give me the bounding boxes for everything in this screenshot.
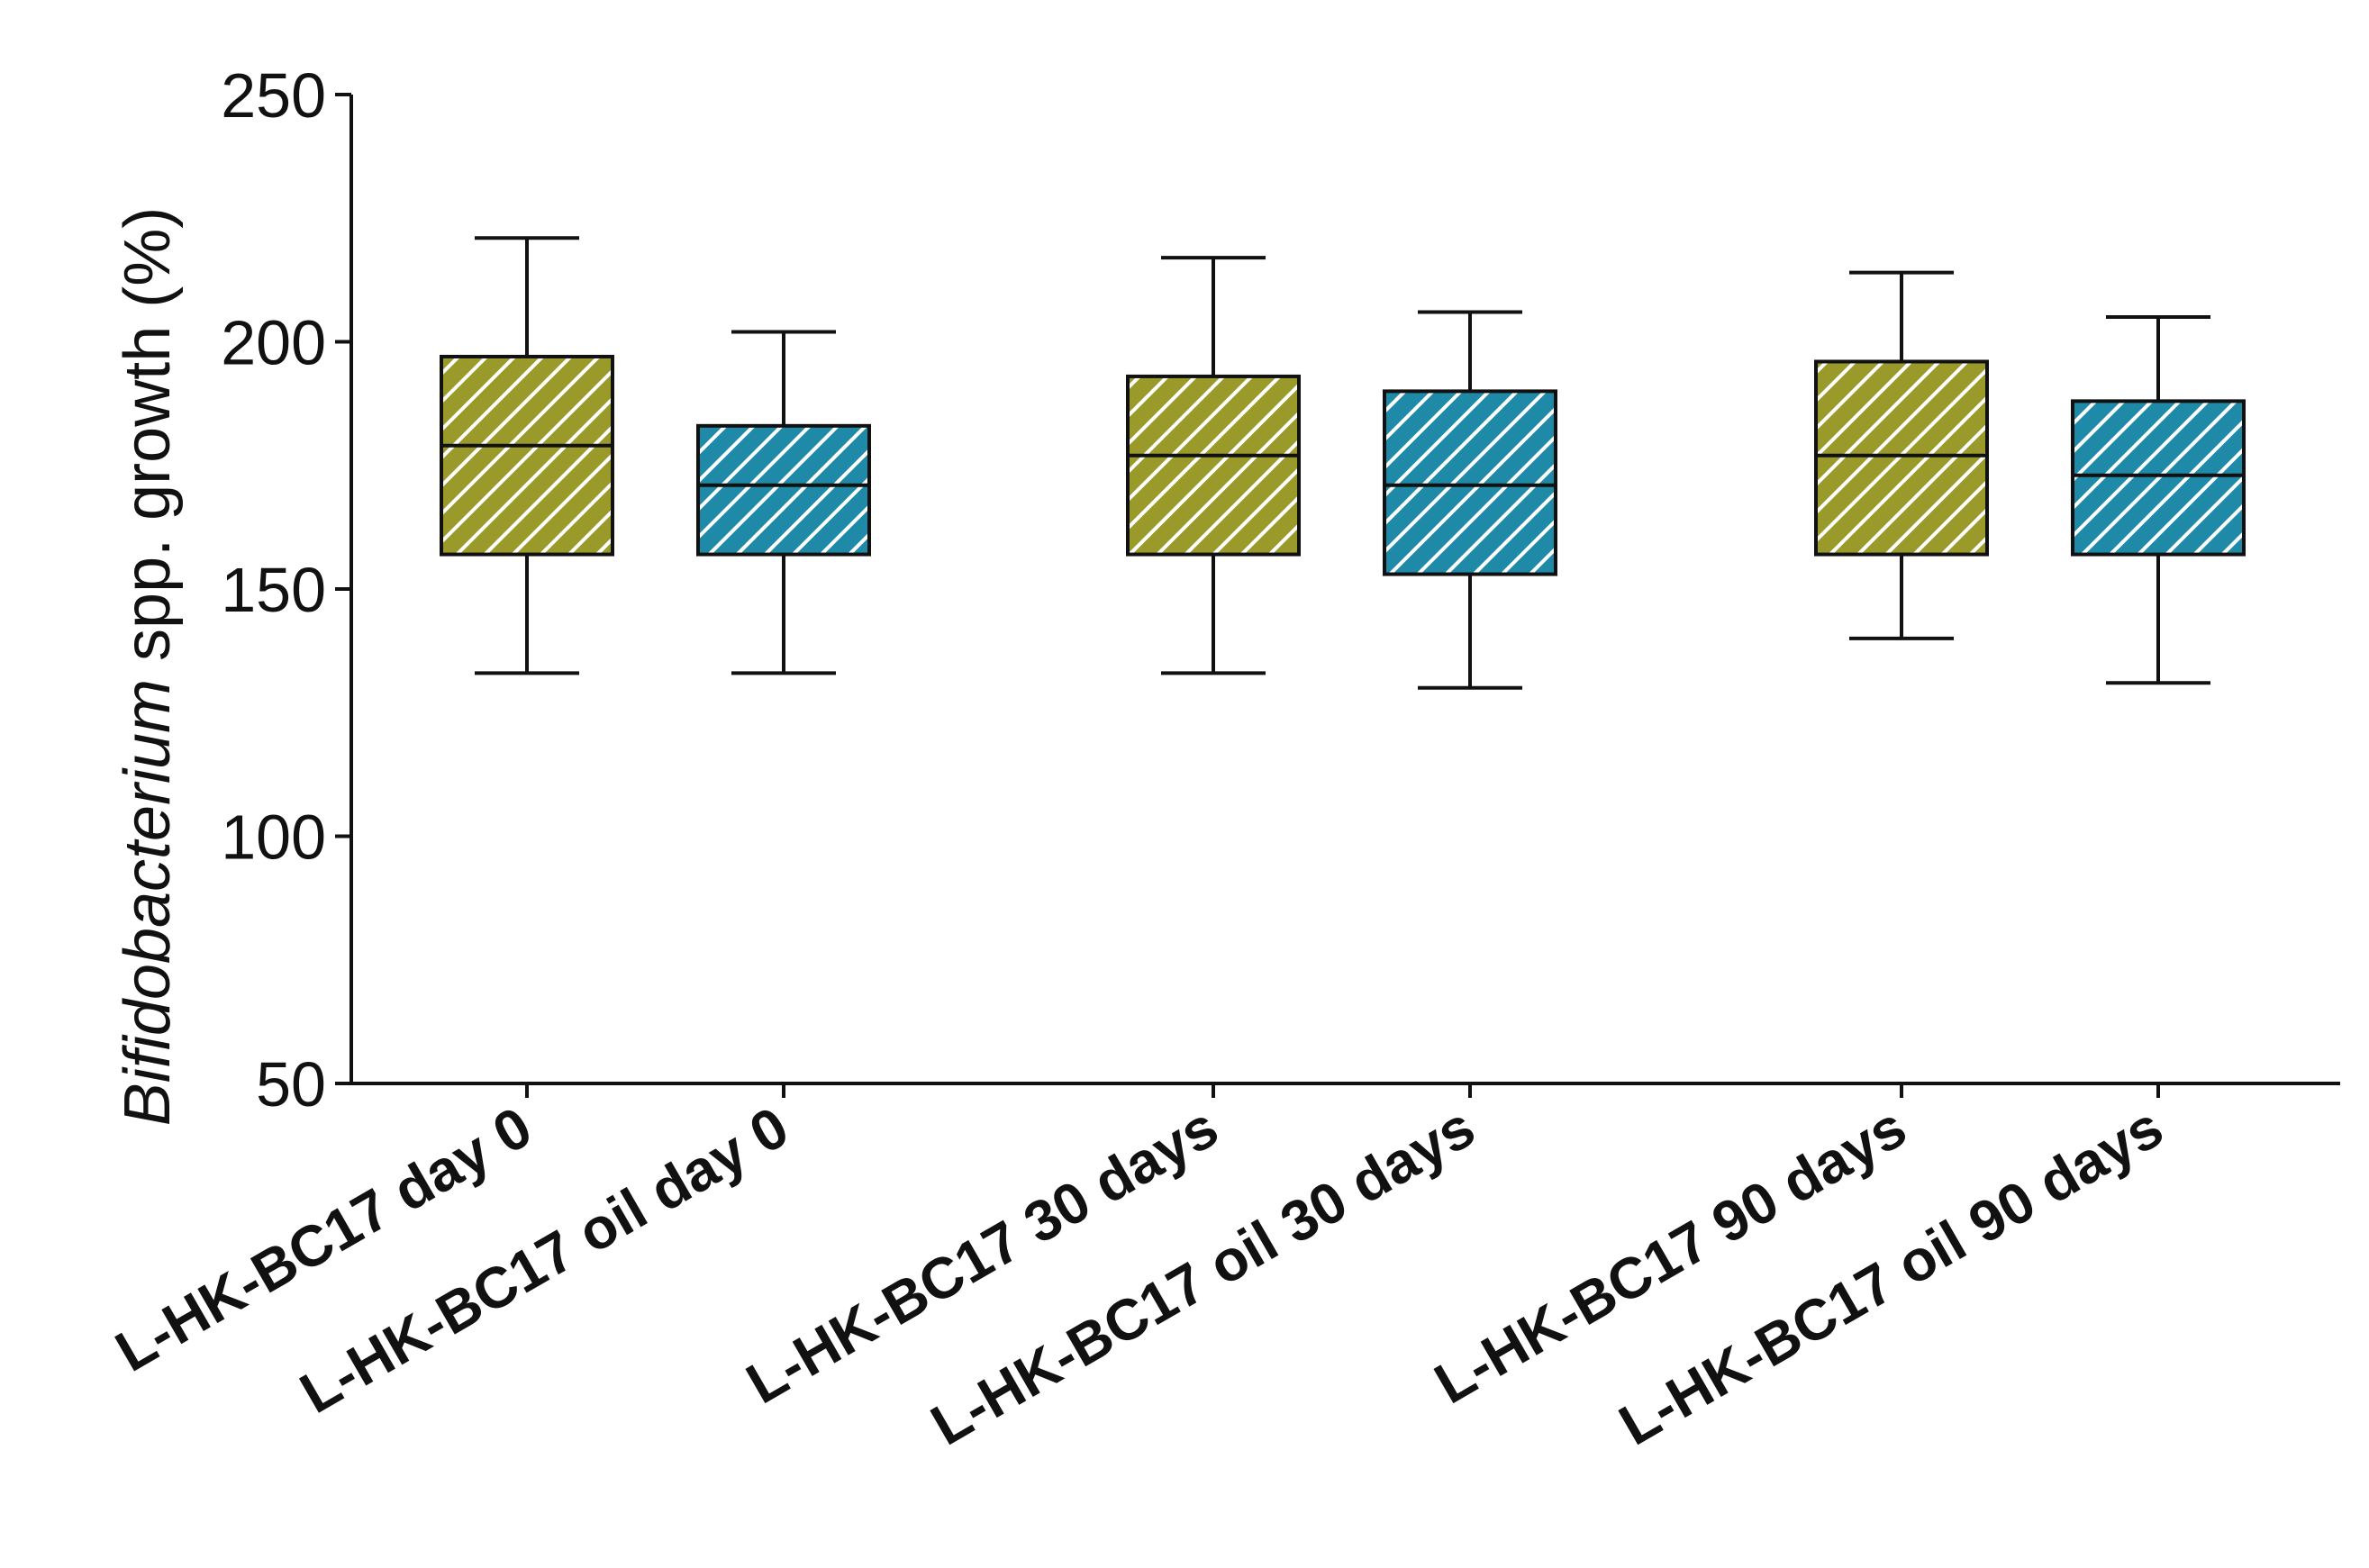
box-hatch — [441, 356, 613, 555]
y-tick-label: 250 — [221, 60, 326, 131]
y-tick-label: 200 — [221, 308, 326, 378]
box-hatch — [1128, 376, 1299, 555]
boxes-layer — [440, 236, 2246, 690]
box-hatch — [698, 425, 869, 555]
x-tick-label: L-HK-BC17 oil day 0 — [289, 1094, 799, 1426]
box-outline — [1383, 389, 1557, 576]
box-4 — [1383, 310, 1557, 690]
box-5 — [1814, 270, 1989, 640]
y-axis-label: Bifidobacterium spp. growth (%) — [112, 207, 184, 1126]
box-outline — [1126, 374, 1301, 557]
x-axis: L-HK-BC17 day 0L-HK-BC17 oil day 0L-HK-B… — [104, 1082, 2340, 1458]
box-outline — [2071, 399, 2246, 557]
x-tick-label: L-HK-BC17 day 0 — [104, 1094, 542, 1384]
box-hatch — [1384, 391, 1556, 575]
box-outline — [696, 423, 871, 557]
box-hatch — [2073, 401, 2244, 555]
y-tick-label: 150 — [221, 555, 326, 625]
box-hatch — [1816, 361, 1987, 555]
box-outline — [1814, 359, 1989, 557]
box-2 — [696, 330, 871, 675]
y-axis-label-italic: Bifidobacterium — [112, 679, 184, 1126]
y-axis-label-rest: spp. growth (%) — [112, 207, 184, 679]
y-tick-label: 50 — [256, 1049, 326, 1119]
box-3 — [1126, 256, 1301, 675]
box-6 — [2071, 315, 2246, 685]
y-axis: 50 100 150 200 250 — [221, 60, 353, 1119]
y-tick-label: 100 — [221, 802, 326, 873]
box-1 — [440, 236, 614, 675]
box-outline — [440, 354, 614, 557]
